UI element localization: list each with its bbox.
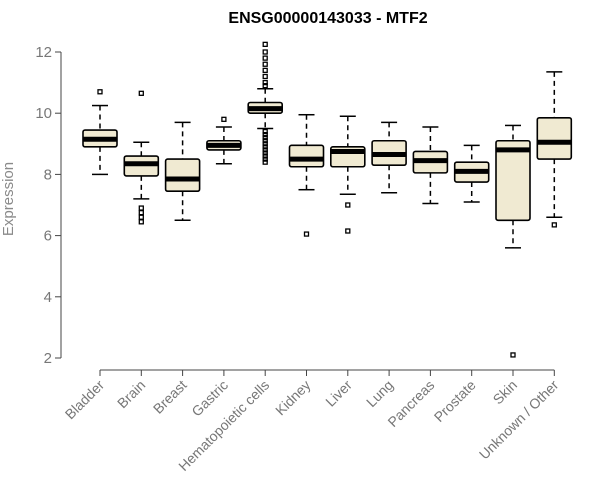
y-axis: 2 4 6 8 10 12 [35,44,62,367]
box-kidney [288,113,325,237]
outlier-point [262,144,268,150]
box-brain [123,90,160,225]
chart-title: ENSG00000143033 - MTF2 [228,10,427,27]
outlier-point [262,156,268,162]
box-prostate [453,144,490,203]
outlier-point [303,231,310,237]
box-skin [495,124,531,358]
x-tick-label: Lung [363,377,396,410]
outlier-point [510,352,516,358]
outlier-point [262,159,268,165]
box-unknown-other [536,71,573,228]
outlier-point [262,73,268,80]
box-breast [164,121,201,222]
outlier-point [262,49,268,55]
outlier-point [262,147,268,153]
outlier-point [262,79,268,86]
outlier-point [262,153,268,159]
box-iqr [164,158,201,193]
outlier-point [345,228,351,234]
outlier-point [262,150,268,156]
outlier-point [221,116,227,122]
outlier-point [262,41,268,47]
outlier-point [97,89,103,95]
y-tick-label: 2 [44,350,52,367]
y-tick-label: 10 [35,105,52,122]
outlier-point [262,128,268,135]
x-tick-label: Breast [150,377,190,417]
outlier-point [138,90,144,96]
outlier-point [138,205,144,211]
box-bladder [82,89,118,176]
outlier-point [262,135,268,141]
boxes-group [82,41,573,358]
box-gastric [206,116,242,165]
box-hematopoietic-cells [247,41,283,165]
outlier-point [138,209,144,216]
box-lung [371,121,407,194]
outlier-point [262,67,268,74]
y-tick-label: 6 [44,228,52,245]
outlier-point [551,222,557,228]
box-iqr [288,144,325,168]
outlier-point [262,138,268,144]
x-tick-label: Kidney [272,377,314,419]
outlier-point [345,202,351,208]
y-tick-label: 4 [44,289,52,306]
x-tick-label: Bladder [62,377,108,423]
outlier-point [262,55,268,61]
y-tick-label: 12 [35,44,52,61]
x-tick-label: Skin [490,377,521,408]
box-iqr [495,139,531,222]
outlier-point [138,214,144,220]
outlier-point [262,83,268,89]
box-iqr [536,116,573,160]
y-axis-label: Expression [0,162,17,236]
outlier-point [262,141,268,147]
y-tick-label: 8 [44,166,52,183]
outlier-point [262,61,268,67]
outlier-point [138,219,144,225]
x-tick-label: Liver [322,377,355,410]
x-tick-label: Brain [114,377,148,411]
outlier-point [262,131,268,138]
x-tick-label: Prostate [431,377,479,425]
box-liver [329,115,366,234]
box-pancreas [412,126,449,205]
